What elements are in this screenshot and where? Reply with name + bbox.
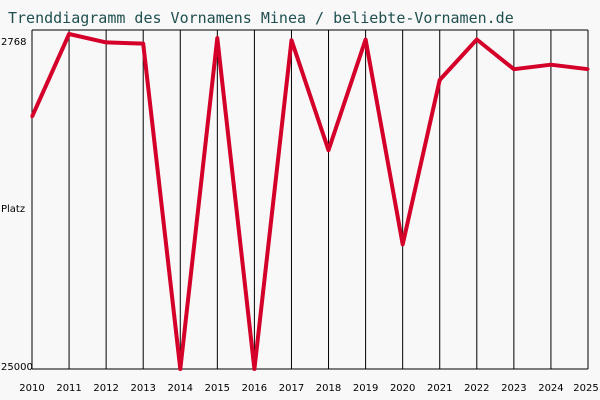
x-tick-2019: 2019 xyxy=(353,383,378,394)
x-tick-2011: 2011 xyxy=(56,383,81,394)
x-tick-2022: 2022 xyxy=(464,383,489,394)
x-tick-2024: 2024 xyxy=(538,383,563,394)
x-tick-2020: 2020 xyxy=(390,383,415,394)
data-point-2025 xyxy=(586,67,590,71)
x-tick-2025: 2025 xyxy=(573,383,598,394)
data-point-2013 xyxy=(141,42,145,46)
data-point-2011 xyxy=(67,32,71,36)
x-tick-2021: 2021 xyxy=(427,383,452,394)
data-point-2010 xyxy=(30,115,34,119)
x-tick-2023: 2023 xyxy=(501,383,526,394)
data-point-2023 xyxy=(512,67,516,71)
y-axis-label: Platz xyxy=(1,204,25,215)
x-tick-labels: 2010 2011 2012 2013 2014 2015 2016 2017 2018 2019… xyxy=(19,383,598,394)
data-point-2015 xyxy=(215,36,219,40)
x-tick-2013: 2013 xyxy=(130,383,155,394)
y-tick-25000: 25000 xyxy=(1,362,33,373)
data-point-2014 xyxy=(178,367,182,371)
data-point-2017 xyxy=(289,38,293,42)
data-point-2022 xyxy=(475,37,479,41)
y-tick-labels: 2768 25000 xyxy=(1,37,33,373)
x-tick-2014: 2014 xyxy=(168,383,193,394)
x-tick-2015: 2015 xyxy=(205,383,230,394)
x-tick-2016: 2016 xyxy=(242,383,267,394)
data-point-2019 xyxy=(364,37,368,41)
data-point-2024 xyxy=(549,63,553,67)
data-point-2012 xyxy=(104,40,108,44)
data-point-2021 xyxy=(438,78,442,82)
x-tick-2012: 2012 xyxy=(93,383,118,394)
series-group xyxy=(30,32,590,371)
x-tick-2010: 2010 xyxy=(19,383,44,394)
chart-title: Trenddiagramm des Vornamens Minea / beli… xyxy=(8,9,514,27)
x-tick-2018: 2018 xyxy=(316,383,341,394)
x-tick-2017: 2017 xyxy=(279,383,304,394)
series-line-0 xyxy=(30,32,589,371)
data-point-2018 xyxy=(327,148,331,152)
data-point-2016 xyxy=(252,367,256,371)
data-point-2020 xyxy=(401,242,405,246)
y-tick-2768: 2768 xyxy=(1,37,26,48)
